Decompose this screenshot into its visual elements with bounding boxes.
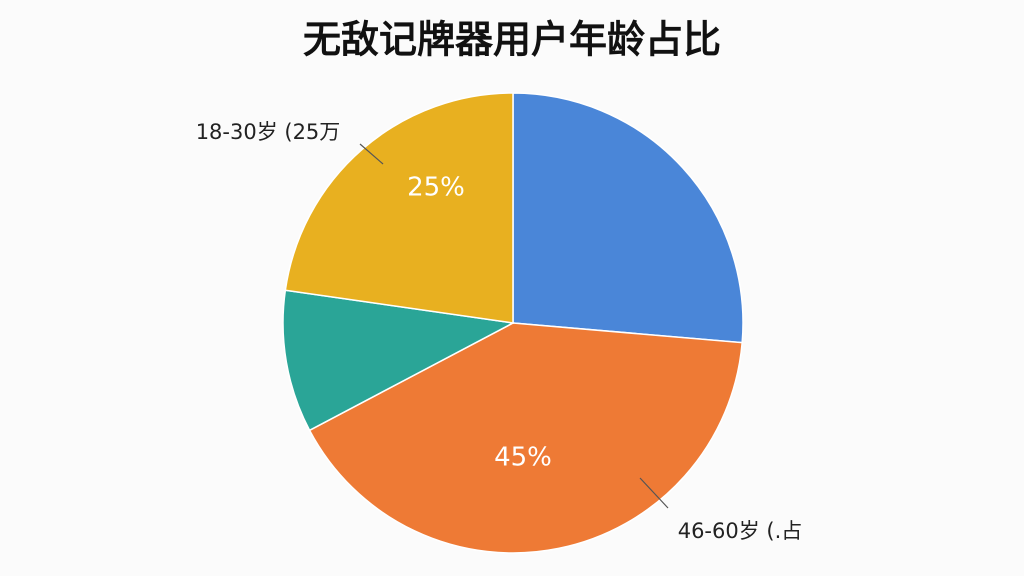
category-label: 18-30岁 (25万 bbox=[196, 120, 341, 144]
pie-slice bbox=[512, 92, 744, 344]
pie-slice bbox=[282, 289, 516, 432]
leader-line bbox=[359, 143, 384, 165]
value-label: 45% bbox=[494, 443, 552, 473]
pie-slice bbox=[308, 322, 743, 554]
leader-line bbox=[639, 477, 669, 509]
pie-slice bbox=[284, 92, 514, 324]
category-label: 46-60岁 (.占 bbox=[678, 519, 803, 543]
chart-title: 无敌记牌器用户年龄占比 bbox=[303, 18, 721, 62]
value-label: 25% bbox=[407, 173, 465, 203]
